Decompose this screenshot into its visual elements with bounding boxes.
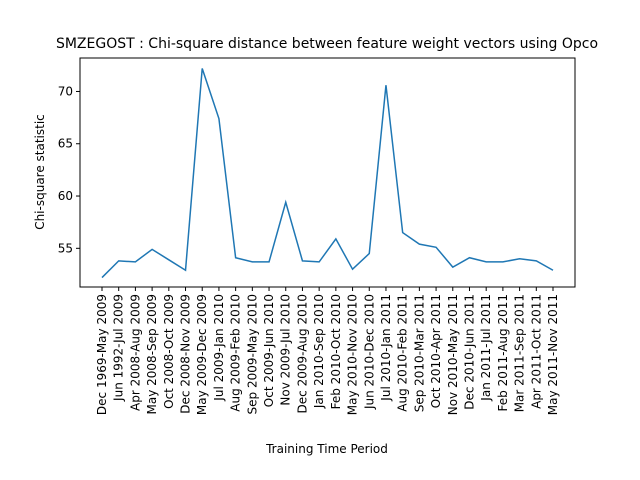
y-tick-label: 60 bbox=[58, 189, 73, 203]
x-tick-label: May 2011-Nov 2011 bbox=[546, 294, 560, 415]
x-tick-label: Oct 2008-Oct 2009 bbox=[162, 294, 176, 409]
x-tick-label: Aug 2010-Feb 2011 bbox=[396, 294, 410, 412]
x-tick-label: Nov 2010-May 2011 bbox=[446, 294, 460, 415]
y-tick-label: 65 bbox=[58, 137, 73, 151]
x-tick-label: Feb 2011-Aug 2011 bbox=[496, 294, 510, 411]
x-tick-label: Apr 2008-Aug 2009 bbox=[128, 294, 142, 411]
x-tick-label: Dec 1969-May 2009 bbox=[95, 294, 109, 415]
x-tick-label: Jan 2010-Sep 2010 bbox=[312, 294, 326, 409]
x-tick-label: Sep 2009-May 2010 bbox=[245, 294, 259, 414]
x-tick-label: Dec 2008-Nov 2009 bbox=[179, 294, 193, 414]
x-tick-label: Jan 2011-Jul 2011 bbox=[479, 294, 493, 402]
data-line bbox=[101, 68, 554, 279]
x-tick-label: Jul 2009-Jan 2010 bbox=[212, 294, 226, 402]
x-tick-label: Oct 2010-Apr 2011 bbox=[429, 294, 443, 408]
x-tick-label: Apr 2011-Oct 2011 bbox=[529, 294, 543, 409]
x-tick-label: Dec 2009-Aug 2010 bbox=[295, 294, 309, 413]
x-tick-label: Nov 2009-Jul 2010 bbox=[279, 294, 293, 406]
x-tick-label: Aug 2009-Feb 2010 bbox=[229, 294, 243, 412]
chart-title: SMZEGOST : Chi-square distance between f… bbox=[56, 36, 598, 52]
x-tick-label: Sep 2010-Mar 2011 bbox=[412, 294, 426, 412]
y-tick-label: 55 bbox=[58, 241, 73, 255]
x-tick-label: Jul 2010-Jan 2011 bbox=[379, 294, 393, 402]
y-axis-label: Chi-square statistic bbox=[33, 114, 47, 230]
x-tick-label: Dec 2010-Jun 2011 bbox=[462, 294, 476, 410]
x-tick-label: Feb 2010-Oct 2010 bbox=[329, 294, 343, 409]
y-tick-label: 70 bbox=[58, 84, 73, 98]
x-tick-label: Oct 2009-Jun 2010 bbox=[262, 294, 276, 407]
x-tick-label: Jun 1992-Jul 2009 bbox=[112, 294, 126, 402]
x-tick-label: May 2010-Nov 2010 bbox=[346, 294, 360, 415]
x-tick-label: May 2009-Dec 2009 bbox=[195, 294, 209, 415]
x-axis-label: Training Time Period bbox=[265, 442, 388, 456]
plot-frame bbox=[79, 57, 576, 288]
x-tick-label: Jun 2010-Dec 2010 bbox=[362, 294, 376, 410]
x-tick-label: Mar 2011-Sep 2011 bbox=[513, 294, 527, 412]
x-tick-label: May 2008-Sep 2009 bbox=[145, 294, 159, 414]
